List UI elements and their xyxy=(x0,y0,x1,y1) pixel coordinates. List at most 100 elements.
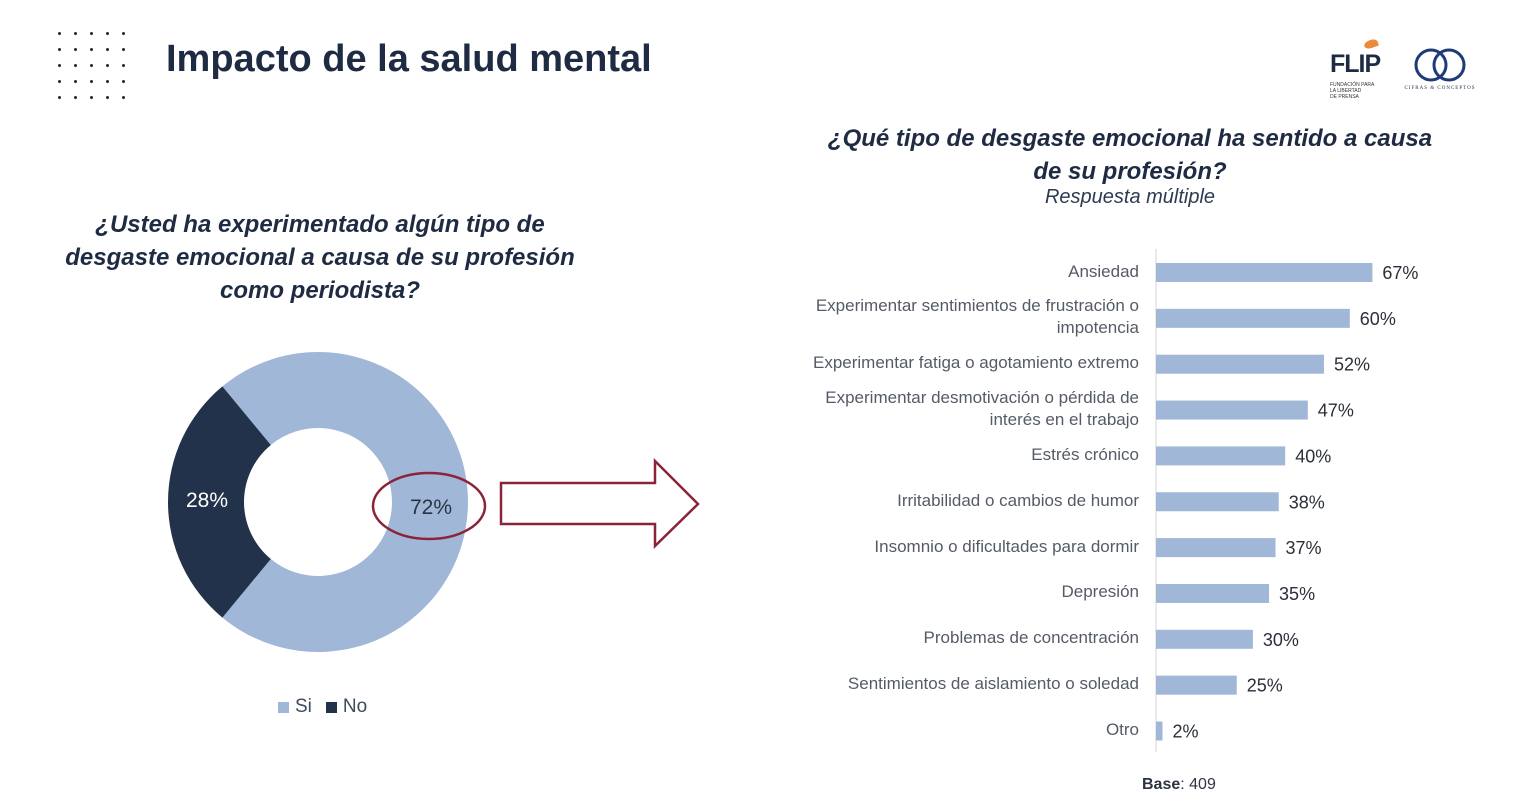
decorative-dot xyxy=(90,80,93,83)
donut-label-no: 28% xyxy=(186,489,228,512)
bar-category-label: Ansiedad xyxy=(759,261,1139,283)
decorative-dot xyxy=(90,48,93,51)
bar-category-label: Problemas de concentración xyxy=(759,627,1139,649)
bar-value-label: 60% xyxy=(1360,309,1396,329)
bar xyxy=(1156,538,1276,558)
bar-category-label-line: Depresión xyxy=(1061,582,1140,602)
decorative-dot xyxy=(106,32,109,35)
bar-category-label: Otro xyxy=(759,719,1139,741)
legend-swatch-no xyxy=(325,701,337,713)
bar-value-label: 38% xyxy=(1289,492,1325,512)
bar xyxy=(1156,721,1163,741)
bar xyxy=(1156,675,1237,695)
donut-slice-no xyxy=(167,386,271,618)
bar-question: ¿Qué tipo de desgaste emocional ha senti… xyxy=(790,122,1470,188)
bar xyxy=(1156,492,1279,512)
bar xyxy=(1156,354,1324,374)
donut-question-line: ¿Usted ha experimentado algún tipo de xyxy=(95,211,545,238)
decorative-dot xyxy=(90,96,93,99)
decorative-dot xyxy=(58,32,61,35)
decorative-dot-grid xyxy=(58,32,130,102)
legend-label-no: No xyxy=(342,696,368,717)
flip-logo-mark: FLIP xyxy=(1330,50,1381,78)
decorative-dot xyxy=(90,32,93,35)
bar-category-label: Sentimientos de aislamiento o soledad xyxy=(759,673,1139,695)
cifras-conceptos-logo: CIFRAS & CONCEPTOS xyxy=(1400,44,1480,104)
donut-question: ¿Usted ha experimentado algún tipo de de… xyxy=(40,208,600,307)
flip-logo-subtitle: FUNDACIÓN PARA LA LIBERTAD DE PRENSA xyxy=(1330,82,1386,100)
bar-category-label: Irritabilidad o cambios de humor xyxy=(759,490,1139,512)
decorative-dot xyxy=(58,80,61,83)
legend-label-si: Si xyxy=(295,696,312,717)
bar xyxy=(1156,446,1286,466)
bar-category-label: Experimentar desmotivación o pérdida de i… xyxy=(759,387,1139,431)
donut-legend: Si No xyxy=(278,696,367,718)
flip-subtitle-line: FUNDACIÓN PARA xyxy=(1330,82,1375,88)
decorative-dot xyxy=(106,64,109,67)
donut-slice-si xyxy=(222,352,469,652)
arrow-shape xyxy=(499,457,700,549)
cifras-conceptos-emblem xyxy=(1414,48,1466,82)
base-note-value: : 409 xyxy=(1180,776,1216,793)
bar-question-line: ¿Qué tipo de desgaste emocional ha senti… xyxy=(827,125,1433,152)
bar-category-label: Experimentar fatiga o agotamiento extrem… xyxy=(759,352,1139,374)
bar-category-label-line: Irritabilidad o cambios de humor xyxy=(897,490,1139,510)
flip-subtitle-line: DE PRENSA xyxy=(1330,94,1359,100)
bar-value-label: 25% xyxy=(1247,676,1283,696)
bar-category-label: Estrés crónico xyxy=(759,444,1139,466)
decorative-dot xyxy=(74,64,77,67)
donut-question-line: desgaste emocional a causa de su profesi… xyxy=(65,244,575,271)
donut-label-si: 72% xyxy=(410,496,452,519)
decorative-dot xyxy=(122,32,125,35)
decorative-dot xyxy=(74,48,77,51)
decorative-dot xyxy=(122,64,125,67)
decorative-dot xyxy=(58,48,61,51)
decorative-dot xyxy=(74,32,77,35)
bar xyxy=(1156,583,1270,603)
bar xyxy=(1156,629,1253,649)
bar-value-label: 35% xyxy=(1279,584,1315,604)
bar-category-label-line: impotencia xyxy=(1056,318,1139,338)
bar-category-label: Insomnio o dificultades para dormir xyxy=(759,536,1139,558)
decorative-dot xyxy=(58,64,61,67)
bar-value-label: 52% xyxy=(1334,355,1370,375)
decorative-dot xyxy=(90,64,93,67)
bar xyxy=(1156,400,1308,420)
bar-category-label-line: Estrés crónico xyxy=(1031,444,1139,464)
decorative-dot xyxy=(106,80,109,83)
bar-category-label-line: Experimentar fatiga o agotamiento extrem… xyxy=(812,353,1139,373)
base-note-label: Base xyxy=(1142,776,1181,793)
bar-category-label-line: Sentimientos de aislamiento o soledad xyxy=(847,674,1139,694)
bar-category-label-line: Ansiedad xyxy=(1068,261,1139,281)
bar-question-line: de su profesión? xyxy=(1033,158,1227,185)
bar xyxy=(1156,308,1350,328)
legend-item-si: Si xyxy=(278,696,312,718)
donut-question-line: como periodista? xyxy=(219,277,421,304)
highlight-ellipse xyxy=(371,471,487,541)
bar-category-label: Experimentar sentimientos de frustración… xyxy=(759,295,1139,339)
flip-logo: FLIP FUNDACIÓN PARA LA LIBERTAD DE PRENS… xyxy=(1328,37,1388,104)
bar-value-label: 47% xyxy=(1318,401,1354,421)
decorative-dot xyxy=(122,48,125,51)
bar-question-subtitle: Respuesta múltiple xyxy=(1044,186,1216,208)
decorative-dot xyxy=(106,48,109,51)
flip-subtitle-line: LA LIBERTAD xyxy=(1330,88,1362,94)
bar-category-label-line: Problemas de concentración xyxy=(923,628,1139,648)
decorative-dot xyxy=(122,96,125,99)
page-title: Impacto de la salud mental xyxy=(166,38,652,80)
bar-value-label: 67% xyxy=(1382,263,1418,283)
base-note: Base: 409 xyxy=(1142,776,1216,794)
bar-category-label-line: Otro xyxy=(1105,720,1139,739)
decorative-dot xyxy=(58,96,61,99)
decorative-dot xyxy=(122,80,125,83)
bar-category-label: Depresión xyxy=(759,581,1140,603)
decorative-dot xyxy=(74,80,77,83)
bar-value-label: 2% xyxy=(1172,722,1198,742)
bar-category-label-line: Experimentar sentimientos de frustración… xyxy=(815,296,1139,316)
bar-category-label-line: Insomnio o dificultades para dormir xyxy=(874,536,1139,556)
bar xyxy=(1156,263,1373,282)
cifras-conceptos-caption: CIFRAS & CONCEPTOS xyxy=(1404,86,1476,91)
bar-category-label-line: interés en el trabajo xyxy=(989,410,1139,430)
legend-swatch-si xyxy=(278,701,289,713)
